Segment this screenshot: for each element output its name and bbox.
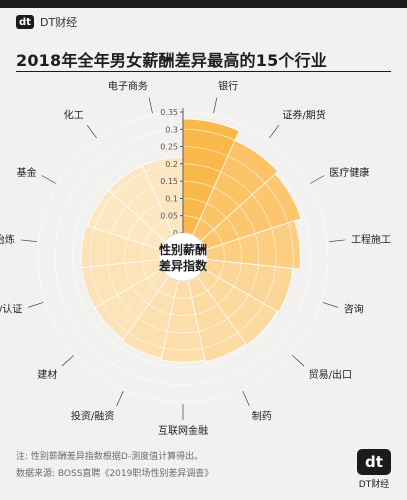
center-label-line1: 性别薪酬 (158, 242, 207, 257)
category-label-银行: 银行 (218, 80, 238, 93)
chart-note: 注: 性别薪酬差异指数根据D-测度值计算得出。 (16, 452, 204, 462)
radial-tick-label-4: 0.15 (160, 177, 178, 186)
leader-line-基金 (41, 175, 56, 184)
center-label-line2: 差异指数 (158, 258, 208, 273)
polar-bar-chart: 0.35 0.3 0.25 0.2 0.15 0.1 0.05 0 银行证券/期货医疗健康工程施… (0, 80, 391, 437)
category-label-检测/认证: 检测/认证 (0, 303, 22, 316)
leader-line-咨询 (322, 302, 339, 308)
category-label-医疗健康: 医疗健康 (329, 166, 369, 179)
category-label-咨询: 咨询 (344, 303, 364, 316)
radial-tick-label-2: 0.25 (160, 143, 178, 152)
category-label-化工: 化工 (64, 108, 84, 121)
leader-line-证券/期货 (269, 124, 280, 139)
category-label-投资/融资: 投资/融资 (71, 409, 114, 422)
radial-tick-label-3: 0.2 (165, 160, 178, 169)
leader-line-投资/融资 (116, 391, 124, 407)
category-label-互联网金融: 互联网金融 (158, 424, 208, 437)
category-label-电子商务: 电子商务 (108, 80, 148, 93)
radial-tick-label-1: 0.3 (165, 125, 178, 134)
leader-line-工程施工 (329, 239, 346, 242)
leader-line-银行 (213, 97, 218, 114)
brand-name: DT财经 (40, 16, 78, 29)
footer-logo-text: DT财经 (358, 480, 390, 490)
category-label-贸易/出口: 贸易/出口 (309, 368, 352, 381)
brand-badge: dt (16, 15, 34, 29)
leader-line-医疗健康 (310, 175, 325, 184)
leader-line-采掘/冶炼 (20, 239, 37, 242)
category-label-建材: 建材 (37, 368, 57, 381)
category-label-基金: 基金 (17, 166, 37, 179)
brand-logo: dt DT财经 (16, 14, 77, 30)
category-label-制药: 制药 (252, 409, 272, 422)
radial-tick-label-6: 0.05 (160, 212, 178, 221)
radial-tick-label-7: 0 (173, 229, 178, 238)
leader-line-电子商务 (148, 97, 153, 114)
radial-tick-label-5: 0.1 (165, 194, 178, 203)
leader-line-检测/认证 (27, 302, 44, 308)
footer-logo-badge: dt (357, 449, 391, 475)
data-source: 数据来源: BOSS直聘《2019职场性别差异调查》 (16, 469, 214, 479)
leader-line-制药 (242, 391, 250, 407)
top-bar (0, 0, 407, 8)
radial-tick-label-0: 0.35 (160, 108, 178, 117)
category-label-采掘/冶炼: 采掘/冶炼 (0, 233, 15, 246)
leader-line-化工 (86, 124, 97, 139)
title-divider (16, 71, 391, 72)
category-label-工程施工: 工程施工 (351, 233, 391, 246)
category-label-证券/期货: 证券/期货 (282, 108, 325, 121)
leader-line-贸易/出口 (292, 355, 305, 367)
leader-line-建材 (61, 355, 74, 367)
center-circle (158, 232, 208, 282)
page-title: 2018年全年男女薪酬差异最高的15个行业 (16, 51, 327, 70)
footer-logo: dt DT财经 (357, 449, 391, 490)
